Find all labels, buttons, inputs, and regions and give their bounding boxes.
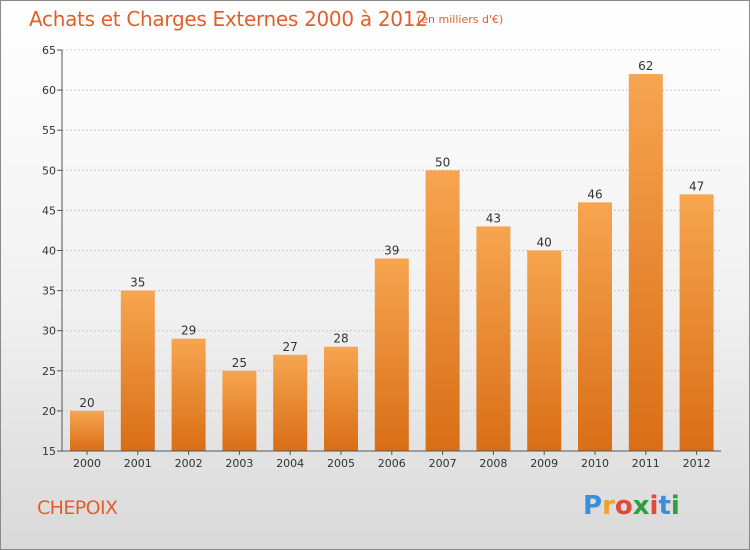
value-label-2008: 43 — [486, 211, 501, 225]
bar-2002 — [171, 338, 206, 451]
y-tick-label: 35 — [42, 285, 56, 298]
y-tick-label: 25 — [42, 365, 56, 378]
proxiti-logo: Proxiti — [583, 491, 680, 521]
x-tick-label-2002: 2002 — [175, 457, 203, 470]
value-label-2009: 40 — [537, 236, 552, 250]
value-label-2005: 28 — [333, 332, 348, 346]
x-tick-label-2000: 2000 — [73, 457, 101, 470]
x-tick-label-2010: 2010 — [581, 457, 609, 470]
value-label-2010: 46 — [587, 187, 602, 201]
bar-2009 — [527, 250, 562, 451]
y-tick-label: 30 — [42, 325, 56, 338]
x-tick-label-2001: 2001 — [124, 457, 152, 470]
bar-2004 — [273, 354, 308, 451]
logo-letter: t — [658, 491, 671, 521]
y-tick-label: 65 — [42, 44, 56, 57]
x-tick-label-2007: 2007 — [429, 457, 457, 470]
x-tick-label-2004: 2004 — [276, 457, 304, 470]
value-label-2001: 35 — [130, 276, 145, 290]
y-tick-label: 15 — [42, 445, 56, 458]
y-tick-label: 50 — [42, 164, 56, 177]
x-tick-label-2003: 2003 — [225, 457, 253, 470]
bar-2003 — [222, 370, 257, 451]
commune-name: CHEPOIX — [37, 497, 118, 519]
value-label-2002: 29 — [181, 324, 196, 338]
logo-letter: P — [583, 491, 603, 521]
bar-2000 — [70, 410, 104, 451]
bar-2001 — [120, 290, 155, 451]
bar-2008 — [476, 226, 511, 451]
value-label-2003: 25 — [232, 356, 247, 370]
chart-subtitle: (en milliers d'€) — [417, 13, 504, 26]
x-tick-label-2011: 2011 — [632, 457, 660, 470]
bar-2011 — [628, 74, 663, 451]
value-label-2004: 27 — [283, 340, 298, 354]
bar-2010 — [578, 202, 612, 451]
value-label-2006: 39 — [384, 244, 399, 258]
value-label-2000: 20 — [79, 396, 94, 410]
chart-title: Achats et Charges Externes 2000 à 2012 — [29, 7, 428, 31]
y-tick-label: 45 — [42, 204, 56, 217]
x-tick-label-2008: 2008 — [479, 457, 507, 470]
x-tick-label-2012: 2012 — [683, 457, 711, 470]
logo-letter: o — [614, 491, 633, 521]
bar-2005 — [324, 346, 358, 451]
value-label-2012: 47 — [689, 179, 704, 193]
y-tick-label: 20 — [42, 405, 56, 418]
logo-letter: i — [670, 491, 680, 521]
x-tick-label-2006: 2006 — [378, 457, 406, 470]
y-tick-label: 60 — [42, 84, 56, 97]
logo-letter: r — [602, 491, 615, 521]
bar-2012 — [679, 194, 714, 452]
value-label-2007: 50 — [435, 155, 450, 169]
logo-letter: i — [649, 491, 659, 521]
logo-letter: x — [632, 491, 650, 521]
value-label-2011: 62 — [638, 59, 653, 73]
y-tick-label: 55 — [42, 124, 56, 137]
bar-2007 — [425, 170, 460, 452]
x-tick-label-2005: 2005 — [327, 457, 355, 470]
x-tick-label-2009: 2009 — [530, 457, 558, 470]
y-tick-label: 40 — [42, 245, 56, 258]
bar-2006 — [374, 258, 409, 451]
